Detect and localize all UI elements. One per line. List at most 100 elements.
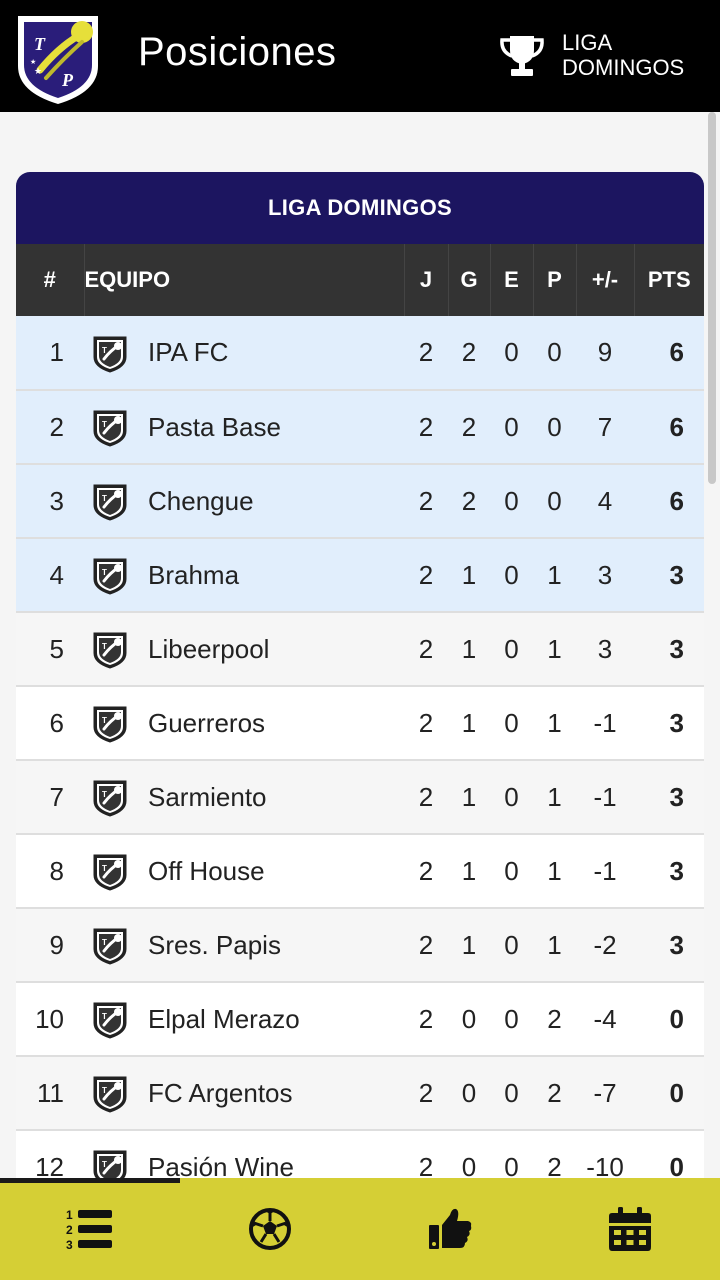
- row-drawn: 0: [504, 337, 519, 367]
- row-lost: 1: [547, 781, 562, 812]
- row-position: 3: [49, 485, 64, 516]
- col-header-lost: P: [532, 244, 576, 316]
- row-goal-diff: -4: [593, 1003, 617, 1034]
- logo-letter-p: P: [61, 70, 74, 90]
- row-team-cell: T IPA FC: [84, 316, 404, 390]
- row-position: 9: [49, 929, 64, 960]
- row-team-cell: T Chengue: [84, 464, 404, 538]
- row-drawn: 0: [504, 1003, 519, 1034]
- row-drawn: 0: [504, 855, 519, 886]
- row-lost: 1: [547, 559, 562, 590]
- row-points: 6: [669, 485, 684, 516]
- team-crest-icon: T: [90, 777, 130, 817]
- svg-text:T: T: [102, 494, 107, 503]
- table-row[interactable]: 1 T IPA FC 2 2 0 0 9 6: [16, 316, 704, 390]
- row-drawn: 0: [504, 633, 519, 664]
- table-row[interactable]: 7 T Sarmiento 2 1 0 1 -1 3: [16, 760, 704, 834]
- calendar-icon: [609, 1207, 651, 1251]
- row-team-cell: T Pasta Base: [84, 390, 404, 464]
- row-won: 1: [461, 707, 477, 738]
- row-team-cell: T Sres. Papis: [84, 908, 404, 982]
- table-row[interactable]: 6 T Guerreros 2 1 0 1 -1 3: [16, 686, 704, 760]
- row-position: 2: [49, 411, 64, 442]
- row-won: 1: [461, 781, 477, 812]
- svg-text:2: 2: [66, 1223, 73, 1237]
- table-row[interactable]: 8 T Off House 2 1 0 1 -1 3: [16, 834, 704, 908]
- table-row[interactable]: 11 T FC Argentos 2 0 0 2 -7 0: [16, 1056, 704, 1130]
- standings-content[interactable]: LIGA DOMINGOS # EQUIPO J G E P +/- PTS 1…: [0, 112, 720, 1178]
- row-points: 0: [669, 1077, 684, 1108]
- row-team-cell: T Sarmiento: [84, 760, 404, 834]
- row-team-cell: T Pasión Wine: [84, 1130, 404, 1178]
- row-points: 3: [669, 707, 684, 738]
- app-logo: T P ★ ★: [18, 16, 98, 104]
- row-goal-diff: 9: [597, 337, 613, 367]
- row-team-name: Sres. Papis: [148, 929, 281, 960]
- scrollbar[interactable]: [708, 112, 716, 484]
- table-row[interactable]: 10 T Elpal Merazo 2 0 0 2 -4 0: [16, 982, 704, 1056]
- row-team-name: Brahma: [148, 559, 240, 590]
- row-team-name: Guerreros: [148, 707, 266, 738]
- row-goal-diff: -1: [593, 707, 617, 738]
- table-row[interactable]: 5 T Libeerpool 2 1 0 1 3 3: [16, 612, 704, 686]
- soccer-ball-icon: [249, 1208, 291, 1250]
- nav-likes[interactable]: [360, 1178, 540, 1280]
- row-position: 7: [49, 781, 64, 812]
- row-team-name: IPA FC: [148, 337, 229, 367]
- svg-text:T: T: [102, 938, 107, 947]
- nav-calendar[interactable]: [540, 1178, 720, 1280]
- table-row[interactable]: 4 T Brahma 2 1 0 1 3 3: [16, 538, 704, 612]
- row-points: 0: [669, 1151, 684, 1179]
- row-points: 6: [669, 411, 684, 442]
- svg-text:T: T: [102, 346, 107, 355]
- row-points: 6: [669, 337, 684, 367]
- row-drawn: 0: [504, 559, 519, 590]
- row-position: 1: [49, 337, 64, 367]
- row-points: 3: [669, 929, 684, 960]
- table-header-row: # EQUIPO J G E P +/- PTS: [16, 244, 704, 316]
- nav-matches[interactable]: [180, 1178, 360, 1280]
- row-position: 5: [49, 633, 64, 664]
- league-label: LIGA DOMINGOS: [562, 30, 712, 80]
- row-played: 2: [418, 855, 434, 886]
- row-drawn: 0: [504, 707, 519, 738]
- row-team-cell: T Elpal Merazo: [84, 982, 404, 1056]
- table-row[interactable]: 3 T Chengue 2 2 0 0 4 6: [16, 464, 704, 538]
- col-header-pos: #: [43, 267, 56, 292]
- row-played: 2: [418, 929, 434, 960]
- team-crest-icon: T: [90, 1147, 130, 1178]
- row-won: 1: [461, 633, 477, 664]
- row-played: 2: [418, 781, 434, 812]
- col-header-won: G: [447, 244, 490, 316]
- table-row[interactable]: 2 T Pasta Base 2 2 0 0 7 6: [16, 390, 704, 464]
- row-played: 2: [418, 411, 434, 442]
- team-crest-icon: T: [90, 333, 130, 373]
- row-played: 2: [418, 1077, 434, 1108]
- svg-text:3: 3: [66, 1238, 73, 1252]
- row-played: 2: [418, 559, 434, 590]
- col-header-drawn: E: [489, 244, 533, 316]
- row-won: 1: [461, 855, 477, 886]
- table-row[interactable]: 9 T Sres. Papis 2 1 0 1 -2 3: [16, 908, 704, 982]
- team-crest-icon: T: [90, 407, 130, 447]
- team-crest-icon: T: [90, 1073, 130, 1113]
- nav-standings[interactable]: 1 2 3: [0, 1178, 180, 1280]
- row-goal-diff: -1: [593, 781, 617, 812]
- row-lost: 1: [547, 707, 562, 738]
- page-title: Posiciones: [138, 30, 337, 74]
- active-tab-indicator: [0, 1178, 180, 1183]
- table-row[interactable]: 12 T Pasión Wine 2 0 0 2 -10 0: [16, 1130, 704, 1178]
- row-drawn: 0: [504, 1077, 519, 1108]
- row-lost: 0: [547, 485, 562, 516]
- row-team-name: Sarmiento: [148, 781, 267, 812]
- row-won: 0: [461, 1003, 477, 1034]
- row-lost: 0: [547, 411, 562, 442]
- standings-card: LIGA DOMINGOS # EQUIPO J G E P +/- PTS 1…: [16, 172, 704, 1178]
- team-crest-icon: T: [90, 555, 130, 595]
- row-goal-diff: -10: [586, 1151, 624, 1179]
- row-won: 0: [461, 1077, 477, 1108]
- row-played: 2: [418, 1151, 434, 1179]
- row-team-name: FC Argentos: [148, 1077, 293, 1108]
- col-header-goal-diff: +/-: [575, 244, 634, 316]
- row-played: 2: [418, 485, 434, 516]
